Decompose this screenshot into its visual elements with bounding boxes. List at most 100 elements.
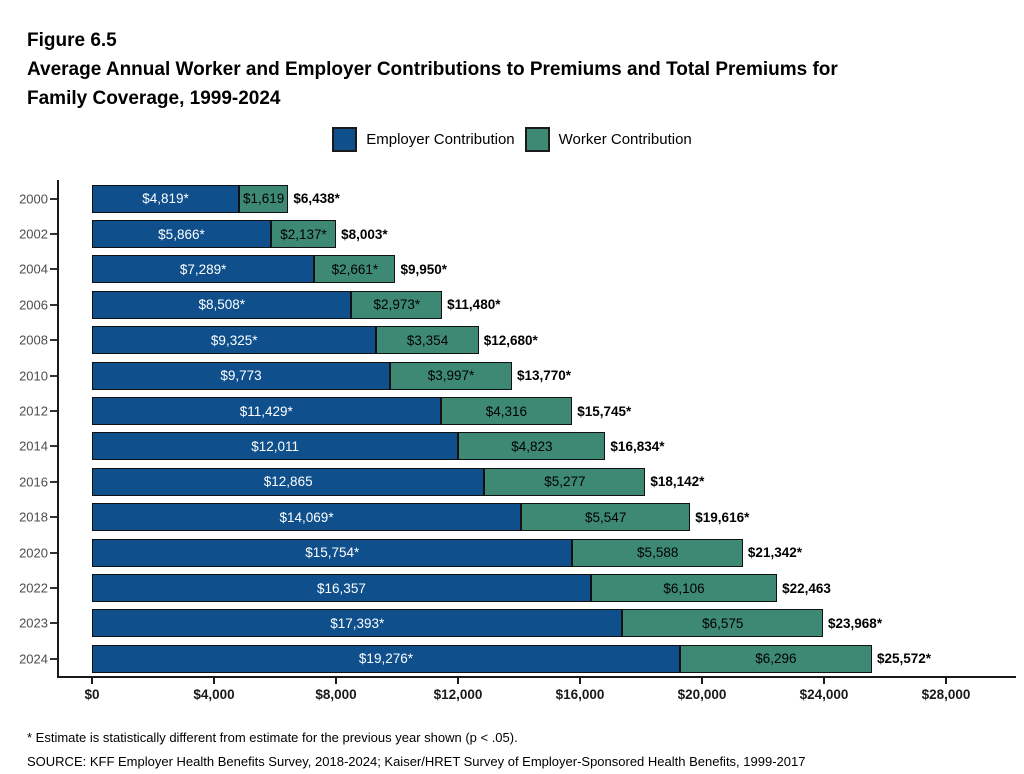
worker-bar-segment: $4,316 [440,397,573,426]
y-axis-tick-label: 2012 [19,403,48,419]
y-axis-tick [50,303,57,306]
worker-bar-segment: $3,997* [390,361,512,390]
x-axis-tick-label: $20,000 [677,687,727,702]
employer-bar-segment: $4,819* [92,184,239,213]
x-axis-tick-label: $8,000 [315,687,357,702]
employer-bar-segment: $5,866* [92,220,271,249]
y-axis-tick-label: 2014 [19,438,48,454]
y-axis-line [57,180,59,678]
y-axis-tick-label: 2006 [19,297,48,313]
total-premium-label: $13,770* [516,368,572,384]
x-axis-tick-label: $28,000 [921,687,971,702]
employer-bar-segment: $9,325* [92,326,377,355]
worker-bar-segment: $3,354 [376,326,479,355]
bar-row: 2000 $4,819* $1,619 $6,438* [19,181,1016,216]
worker-bar-segment: $5,588 [572,538,743,567]
worker-bar-segment: $2,137* [270,220,337,249]
y-axis-tick-label: 2020 [19,545,48,561]
bar-row: 2024 $19,276* $6,296 $25,572* [19,641,1016,676]
y-axis-tick-label: 2002 [19,226,48,242]
y-axis-tick-label: 2004 [19,261,48,277]
x-axis-tick-label: $0 [84,687,100,702]
y-axis-tick-label: 2010 [19,368,48,384]
legend-item-worker: Worker Contribution [524,127,692,152]
employer-bar-segment: $16,357 [92,574,591,603]
employer-bar-segment: $17,393* [92,609,623,638]
figure-title-line2: Family Coverage, 1999-2024 [27,88,281,109]
total-premium-label: $12,680* [483,332,538,348]
x-axis-tick-label: $24,000 [799,687,849,702]
y-axis-tick [50,622,57,625]
total-premium-label: $21,342* [747,545,802,561]
employer-bar-segment: $8,508* [92,290,352,319]
employer-bar-segment: $11,429* [92,397,441,426]
worker-bar-segment: $2,973* [351,290,443,319]
total-premium-label: $16,834* [610,438,665,454]
worker-bar-segment: $6,106 [590,574,778,603]
legend-item-employer: Employer Contribution [332,127,515,152]
y-axis-tick [50,551,57,554]
total-premium-label: $8,003* [341,226,388,242]
worker-bar-segment: $2,661* [314,255,396,284]
worker-bar-segment: $6,575 [622,609,824,638]
x-axis-line [57,676,1016,678]
y-axis-tick [50,480,57,483]
employer-bar-segment: $9,773 [92,361,391,390]
bar-row: 2014 $12,011 $4,823 $16,834* [19,429,1016,464]
y-axis-tick [50,233,57,236]
x-axis-tick [823,678,825,684]
bar-row: 2006 $8,508* $2,973* $11,480* [19,287,1016,322]
worker-bar-segment: $1,619 [238,184,289,213]
y-axis-tick [50,197,57,200]
y-axis-tick-label: 2024 [19,651,48,667]
employer-swatch-icon [332,127,358,152]
bar-row: 2010 $9,773 $3,997* $13,770* [19,358,1016,393]
x-axis-tick [579,678,581,684]
y-axis-tick [50,657,57,660]
x-axis-tick [91,678,93,684]
total-premium-label: $19,616* [695,509,750,525]
legend-label-employer: Employer Contribution [366,131,515,148]
total-premium-label: $23,968* [828,615,883,631]
employer-bar-segment: $12,865 [92,467,485,496]
y-axis-tick-label: 2022 [19,580,48,596]
x-axis-tick [213,678,215,684]
bar-row: 2012 $11,429* $4,316 $15,745* [19,393,1016,428]
figure-header: Figure 6.5 Average Annual Worker and Emp… [27,26,838,113]
x-axis-tick [701,678,703,684]
y-axis-tick [50,268,57,271]
total-premium-label: $11,480* [447,297,501,313]
y-axis-tick [50,445,57,448]
plot-area: 2000 $4,819* $1,619 $6,438* 2002 $5,866* $2,13… [19,181,1016,676]
y-axis-tick-label: 2000 [19,191,48,207]
bar-row: 2020 $15,754* $5,588 $21,342* [19,535,1016,570]
total-premium-label: $22,463 [782,580,831,596]
bar-row: 2018 $14,069* $5,547 $19,616* [19,500,1016,535]
employer-bar-segment: $15,754* [92,538,573,567]
employer-bar-segment: $14,069* [92,503,522,532]
bar-row: 2008 $9,325* $3,354 $12,680* [19,323,1016,358]
bar-row: 2004 $7,289* $2,661* $9,950* [19,252,1016,287]
x-axis-tick [335,678,337,684]
figure-title-line1: Average Annual Worker and Employer Contr… [27,59,838,80]
employer-bar-segment: $12,011 [92,432,459,461]
footnote-significance: * Estimate is statistically different fr… [27,730,518,745]
y-axis-tick-label: 2023 [19,615,48,631]
x-axis-tick-label: $12,000 [433,687,483,702]
total-premium-label: $6,438* [293,191,340,207]
bar-row: 2023 $17,393* $6,575 $23,968* [19,606,1016,641]
total-premium-label: $18,142* [650,474,705,490]
worker-bar-segment: $6,296 [679,644,872,673]
figure-number: Figure 6.5 [27,30,117,51]
bar-row: 2016 $12,865 $5,277 $18,142* [19,464,1016,499]
employer-bar-segment: $19,276* [92,644,680,673]
y-axis-tick-label: 2018 [19,509,48,525]
x-axis-tick [945,678,947,684]
y-axis-tick-label: 2016 [19,474,48,490]
total-premium-label: $25,572* [876,651,931,667]
total-premium-label: $15,745* [577,403,632,419]
y-axis-tick [50,374,57,377]
y-axis-tick-label: 2008 [19,332,48,348]
y-axis-tick [50,410,57,413]
y-axis-tick [50,339,57,342]
